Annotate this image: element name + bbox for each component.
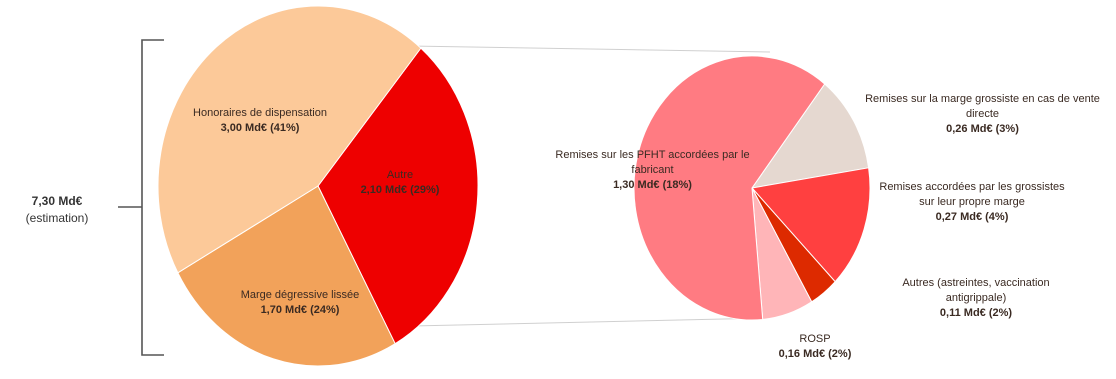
slice-remises-accorde-es-par-les-grossistes-sur-leur-propre-marge: [751, 167, 871, 283]
slice-label-honoraires: Honoraires de dispensation 3,00 Md€ (41%…: [193, 107, 327, 134]
slice-remises-sur-les-pfht-accorde-es-par-le-fabricant: [633, 55, 826, 321]
slice-label-autre: Autre 2,10 Md€ (29%): [360, 169, 440, 196]
slice-label-remises-pfht: Remises sur les PFHT accordées par le fa…: [555, 149, 750, 191]
connector-line-bottom: [411, 317, 771, 327]
slice-honoraires-de-dispensation: [157, 5, 422, 274]
slice-label-autres: Autres (astreintes, vaccination antigrip…: [902, 277, 1050, 319]
slice-label-rosp: ROSP 0,16 Md€ (2%): [778, 333, 852, 360]
slice-label-remises-grossistes: Remises accordées par les grossistes sur…: [879, 181, 1065, 223]
slice-remises-sur-la-marge-grossiste-en-cas-de-vente-directe: [750, 83, 870, 189]
slice-label-remises-marge-grossiste: Remises sur la marge grossiste en cas de…: [865, 93, 1100, 135]
total-value: 7,30 Md€: [31, 194, 83, 208]
slice-label-marge: Marge dégressive lissée 1,70 Md€ (24%): [240, 289, 360, 316]
slice-autre: [317, 47, 479, 345]
connector-line-top: [409, 45, 771, 53]
total-note: (estimation): [25, 211, 89, 225]
total-bracket: [141, 39, 164, 356]
slice-marge-de-gressive-lisse-e: [177, 185, 396, 367]
total-label: 7,30 Md€ (estimation): [2, 193, 112, 227]
